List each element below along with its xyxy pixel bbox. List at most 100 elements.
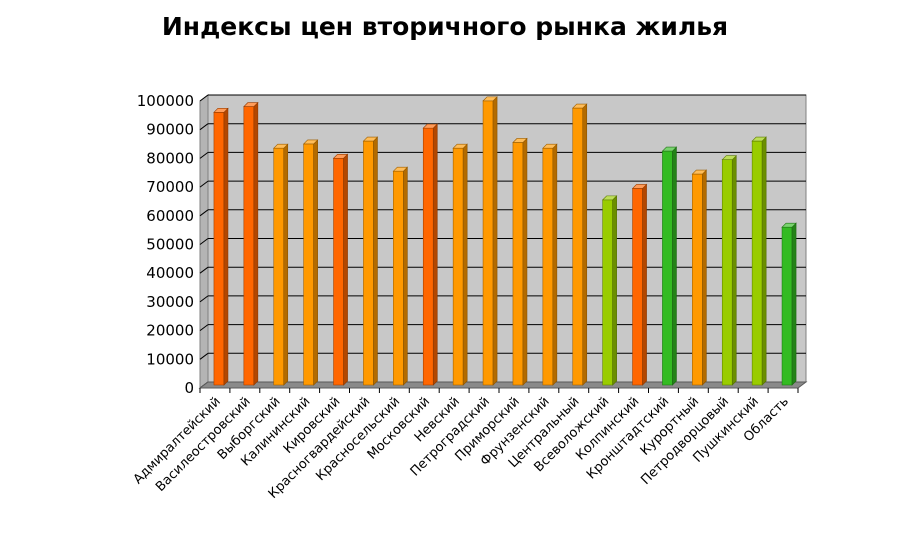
y-tick-label: 60000 xyxy=(146,207,194,225)
bar-top xyxy=(661,146,678,152)
bar-front xyxy=(213,112,225,386)
gridline-depth xyxy=(199,151,209,159)
bar xyxy=(243,101,259,386)
bar-front xyxy=(602,199,613,386)
bar-front xyxy=(303,143,314,386)
y-tick-label: 0 xyxy=(184,379,194,397)
bar-top xyxy=(213,108,229,113)
bar-top xyxy=(362,136,379,142)
bar-front xyxy=(333,157,344,386)
bar-front xyxy=(363,140,374,386)
bar-front xyxy=(482,100,494,386)
plot-floor xyxy=(198,381,808,389)
bar xyxy=(213,107,229,386)
bar-top xyxy=(243,102,259,107)
gridline-depth xyxy=(199,295,209,303)
bar xyxy=(751,136,767,386)
y-tick-label: 10000 xyxy=(146,350,194,368)
bar xyxy=(631,183,648,386)
bar xyxy=(332,153,349,386)
y-tick-label: 100000 xyxy=(137,92,194,110)
gridline-depth xyxy=(199,352,209,360)
chart-title: Индексы цен вторичного рынка жилья xyxy=(161,12,729,41)
bar-front xyxy=(243,106,255,386)
bar-side xyxy=(761,136,767,386)
y-tick-label: 40000 xyxy=(146,264,194,282)
bar xyxy=(721,154,737,386)
bar xyxy=(273,143,289,386)
bar-front xyxy=(781,226,793,386)
bar-side xyxy=(552,143,558,386)
bar-side xyxy=(672,146,677,386)
bar-front xyxy=(393,170,404,386)
plot-background xyxy=(199,94,807,389)
bar-top xyxy=(452,143,468,149)
bar-side xyxy=(313,139,318,386)
bar-front xyxy=(751,140,763,386)
y-tick-label: 80000 xyxy=(146,149,194,167)
bar-side xyxy=(522,137,528,386)
bar-front xyxy=(422,127,434,386)
bar-side xyxy=(253,101,259,386)
bar-top xyxy=(482,96,498,102)
bar-side xyxy=(582,103,588,386)
gridline-depth xyxy=(199,266,209,274)
bar-top xyxy=(781,222,797,228)
y-tick-label: 70000 xyxy=(146,178,194,196)
gridline-depth xyxy=(199,324,209,332)
bar-side xyxy=(283,143,289,386)
bar-top xyxy=(422,123,438,129)
y-axis-ticks: 0 10000 20000 30000 40000 50000 60000 70000 8000… xyxy=(137,92,194,397)
bar-side xyxy=(373,136,378,386)
gridline-depth xyxy=(199,180,209,188)
bar-top xyxy=(273,143,289,149)
bar-top xyxy=(332,153,349,159)
x-axis-ticks: АдмиралтейскийВасилеостровскийВыборгский… xyxy=(131,388,799,502)
gridline-depth xyxy=(199,123,209,131)
bar-top xyxy=(572,103,588,109)
bar-front xyxy=(662,150,673,386)
bar xyxy=(482,96,498,386)
bar-front xyxy=(692,173,703,386)
bar xyxy=(691,169,708,386)
bar-side xyxy=(343,153,348,386)
bar-side xyxy=(731,154,737,386)
bar-side xyxy=(403,166,408,386)
y-tick-label: 20000 xyxy=(146,322,194,340)
bar-top xyxy=(751,136,767,142)
bar xyxy=(392,166,409,386)
plot-floor-face xyxy=(198,381,808,389)
bar-front xyxy=(572,107,584,386)
bar-side xyxy=(612,195,617,386)
bar-top xyxy=(302,139,319,145)
bar xyxy=(601,195,618,386)
y-tick-label: 90000 xyxy=(146,121,194,139)
bar xyxy=(362,136,379,386)
bar-side xyxy=(492,96,498,386)
bar-top xyxy=(601,195,618,201)
bar-top xyxy=(542,143,558,149)
bar-side xyxy=(223,107,229,386)
bars xyxy=(213,96,797,386)
gridline-depth xyxy=(199,238,209,245)
bar-side xyxy=(432,123,438,386)
bar-side xyxy=(462,143,468,386)
bar xyxy=(422,123,438,386)
bar xyxy=(661,146,678,386)
y-tick-label: 30000 xyxy=(146,293,194,311)
bar-top xyxy=(721,155,737,161)
gridline-depth xyxy=(199,209,209,217)
bar xyxy=(572,103,588,386)
y-tick-label: 50000 xyxy=(146,236,194,254)
bar-front xyxy=(542,147,554,386)
bar-top xyxy=(631,184,648,189)
bar-side xyxy=(642,183,647,386)
bar-front xyxy=(273,147,285,386)
bar-front xyxy=(452,147,464,386)
bar xyxy=(452,143,468,386)
bar-front xyxy=(721,159,733,386)
bar xyxy=(781,222,797,386)
bar-front xyxy=(512,142,524,386)
bar xyxy=(512,137,528,386)
